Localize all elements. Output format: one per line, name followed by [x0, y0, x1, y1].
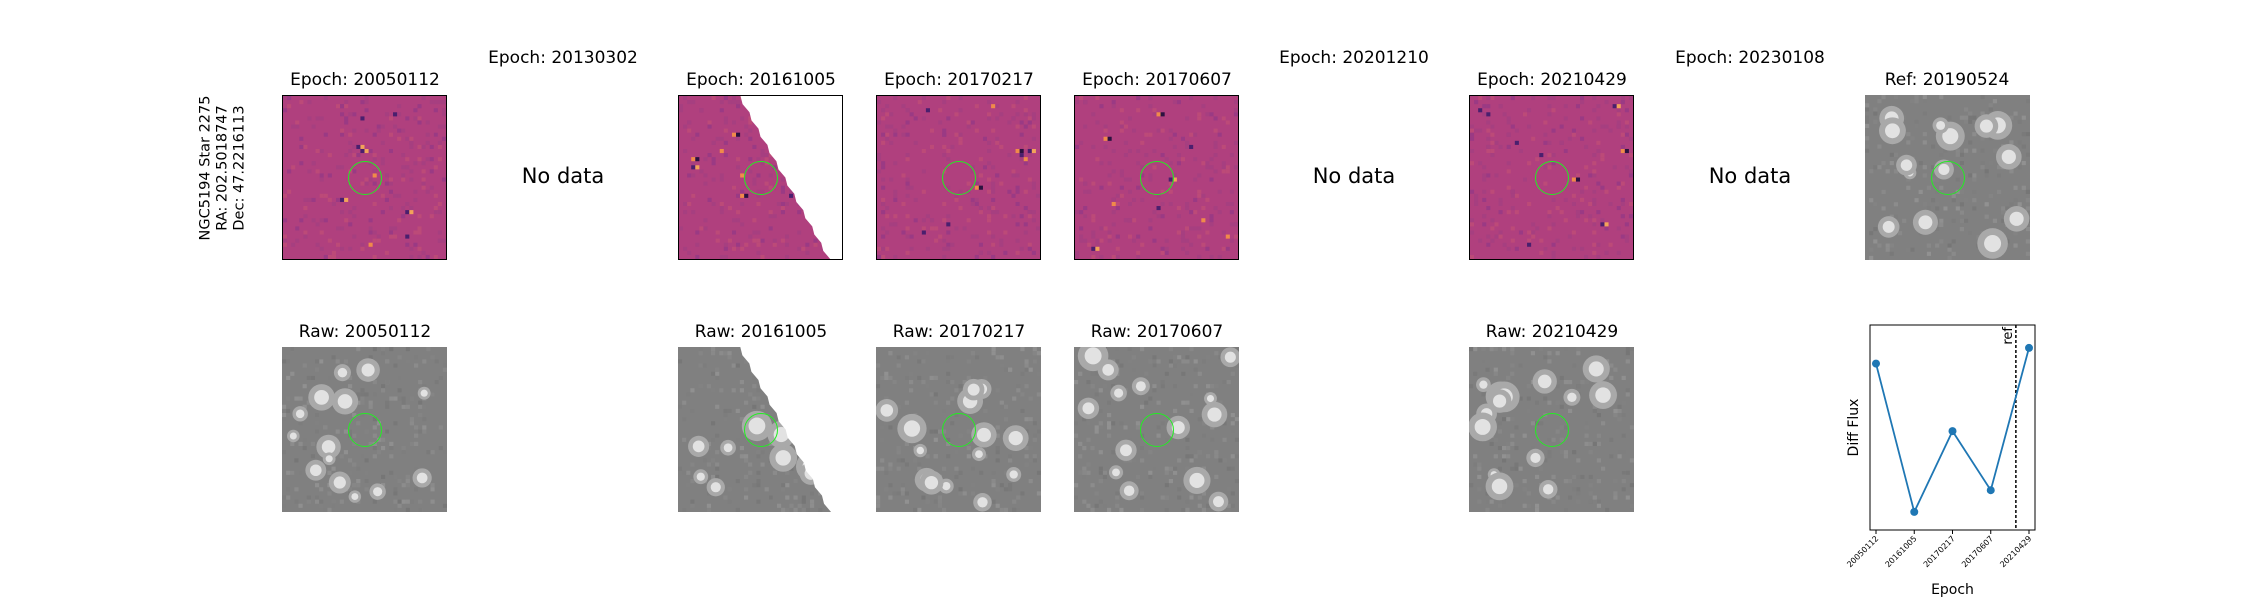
diff-title-3: Epoch: 20170217 — [884, 70, 1034, 90]
x-tick-label: 20170607 — [1960, 534, 1995, 569]
diff-stamp-2 — [678, 95, 843, 260]
aperture-circle — [347, 412, 382, 447]
raw-title-0: Raw: 20050112 — [298, 322, 432, 342]
raw-image-1 — [678, 347, 843, 512]
aperture-circle — [1139, 160, 1174, 195]
data-point — [1948, 427, 1957, 436]
target-dec: Dec: 47.2216113 — [231, 105, 248, 231]
light-curve-chart: ref 20050112 20161005 20170217 20170607 20210… — [1845, 324, 2036, 598]
diff-title-1: Epoch: 20130302 — [488, 48, 638, 68]
raw-title-1: Raw: 20161005 — [694, 322, 828, 342]
raw-stamp-4 — [1469, 347, 1634, 512]
diff-stamp-3 — [876, 95, 1041, 260]
raw-title-4: Raw: 20210429 — [1485, 322, 1619, 342]
aperture-circle — [941, 160, 976, 195]
raw-title-3: Raw: 20170607 — [1090, 322, 1224, 342]
target-ra: RA: 202.5018747 — [214, 105, 231, 231]
aperture-circle — [1534, 160, 1569, 195]
raw-image-3 — [1074, 347, 1239, 512]
x-tick-label: 20161005 — [1884, 534, 1919, 569]
data-point — [2025, 343, 2033, 352]
data-point — [1872, 359, 1880, 368]
raw-stamp-1 — [678, 347, 843, 512]
ref-label: ref — [2001, 327, 2016, 345]
diff-title-2: Epoch: 20161005 — [686, 70, 836, 90]
diff-title-6: Epoch: 20210429 — [1477, 70, 1627, 90]
aperture-circle — [743, 412, 778, 447]
aperture-circle — [1139, 412, 1174, 447]
diff-stamp-4 — [1074, 95, 1239, 260]
target-name: NGC5194 Star 2275 — [197, 95, 214, 241]
diff-title-5: Epoch: 20201210 — [1279, 48, 1429, 68]
no-data-label-7: No data — [1708, 164, 1792, 188]
data-point — [1986, 486, 1995, 495]
diff-stamp-6 — [1469, 95, 1634, 260]
data-point — [1910, 507, 1919, 516]
raw-stamp-3 — [1074, 347, 1239, 512]
x-axis-label: Epoch — [1931, 582, 1974, 598]
aperture-circle — [347, 160, 382, 195]
ref-title: Ref: 20190524 — [1884, 70, 2010, 90]
light-curve-panel: ref 20050112 20161005 20170217 20170607 20210… — [1820, 310, 2050, 600]
aperture-circle — [1930, 160, 1965, 195]
aperture-circle — [941, 412, 976, 447]
x-tick-label: 20170217 — [1922, 534, 1957, 569]
aperture-circle — [1534, 412, 1569, 447]
raw-title-2: Raw: 20170217 — [892, 322, 1026, 342]
diff-title-7: Epoch: 20230108 — [1675, 48, 1825, 68]
y-axis-label: Diff Flux — [1846, 399, 1862, 457]
no-data-label-5: No data — [1312, 164, 1396, 188]
raw-stamp-2 — [876, 347, 1041, 512]
x-tick-label: 20050112 — [1845, 534, 1880, 569]
x-tick-label: 20210429 — [1998, 534, 2033, 569]
diff-title-4: Epoch: 20170607 — [1082, 70, 1232, 90]
ref-image — [1865, 95, 2030, 260]
diff-image-3 — [877, 96, 1040, 259]
diff-stamp-0 — [282, 95, 447, 260]
no-data-label-1: No data — [521, 164, 605, 188]
raw-stamp-0 — [282, 347, 447, 512]
ref-stamp — [1865, 95, 2030, 260]
aperture-circle — [743, 160, 778, 195]
diff-title-0: Epoch: 20050112 — [290, 70, 440, 90]
raw-image-4 — [1469, 347, 1634, 512]
